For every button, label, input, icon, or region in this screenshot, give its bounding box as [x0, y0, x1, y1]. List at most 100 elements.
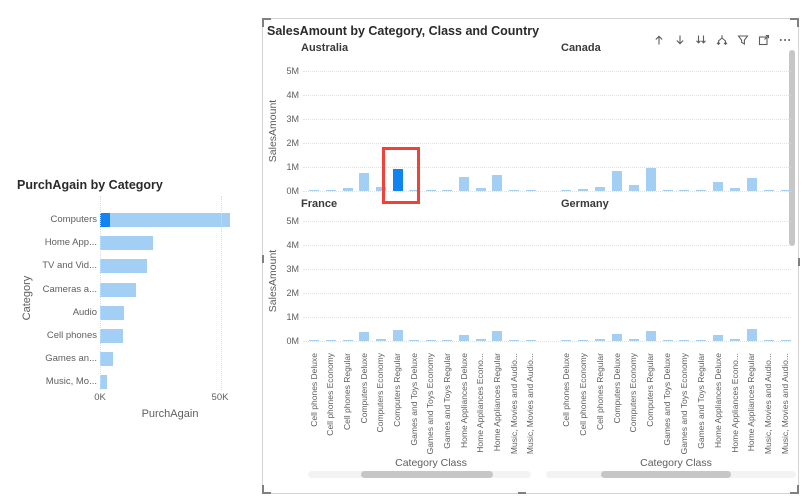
resize-handle-bottom-left[interactable]	[262, 485, 271, 494]
x-class-label: Home Appliances Econo...	[475, 353, 486, 453]
h-scrollbar-thumb-right[interactable]	[601, 471, 731, 478]
x-class-label: Games and Toys Economy	[425, 353, 436, 455]
expand-all-icon[interactable]	[715, 33, 729, 47]
bar-france-computers-deluxe[interactable]	[359, 332, 370, 341]
bar-music-mo-[interactable]	[100, 375, 108, 390]
x-class-label: Home Appliances Regular	[491, 353, 502, 452]
bar-australia-home-appliances-deluxe[interactable]	[459, 176, 470, 191]
bar-france-cell-phones-deluxe[interactable]	[309, 339, 320, 341]
bar-home-app-[interactable]	[100, 236, 154, 251]
bar-australia-music-movies-and-audio-[interactable]	[509, 189, 520, 191]
bar-germany-computers-economy[interactable]	[628, 339, 639, 341]
bar-france-cell-phones-regular[interactable]	[342, 339, 353, 341]
x-class-label: Music, Movies and Audio...	[780, 353, 791, 455]
bar-australia-games-and-toys-economy[interactable]	[425, 189, 436, 191]
bar-germany-home-appliances-regular[interactable]	[746, 329, 757, 341]
bar-australia-cell-phones-regular[interactable]	[342, 188, 353, 191]
x-class-label: Computers Regular	[392, 353, 403, 427]
category-label: Computers	[50, 214, 97, 225]
bar-france-cell-phones-economy[interactable]	[325, 339, 336, 341]
bar-france-games-and-toys-regular[interactable]	[442, 339, 453, 341]
bar-germany-home-appliances-deluxe[interactable]	[713, 335, 724, 341]
bar-france-games-and-toys-economy[interactable]	[425, 339, 436, 341]
bar-australia-games-and-toys-regular[interactable]	[442, 189, 453, 191]
resize-handle-top-left[interactable]	[262, 18, 271, 27]
h-scrollbar-track-right[interactable]	[546, 471, 796, 478]
bar-australia-computers-economy[interactable]	[375, 186, 386, 191]
bar-canada-cell-phones-regular[interactable]	[595, 187, 606, 191]
bar-tv-and-vid-[interactable]	[100, 259, 147, 274]
resize-handle-left[interactable]	[262, 255, 264, 263]
bar-australia-computers-deluxe[interactable]	[359, 172, 370, 191]
bar-germany-games-and-toys-regular[interactable]	[696, 339, 707, 341]
bar-germany-cell-phones-regular[interactable]	[595, 339, 606, 341]
filter-icon[interactable]	[736, 33, 750, 47]
purchagain-bar-chart-visual: PurchAgain by Category Computers Home App…	[0, 170, 252, 460]
bar-germany-computers-deluxe[interactable]	[612, 333, 622, 341]
resize-handle-right[interactable]	[798, 258, 800, 266]
bar-canada-music-movies-and-audio-[interactable]	[780, 189, 791, 191]
bar-games-an-[interactable]	[100, 352, 114, 367]
more-options-icon[interactable]	[778, 33, 792, 47]
go-to-next-level-icon[interactable]	[694, 33, 708, 47]
bar-germany-home-appliances-econo-[interactable]	[730, 338, 740, 341]
bar-canada-computers-regular[interactable]	[645, 167, 656, 191]
gridline-3M	[303, 119, 791, 120]
drill-up-icon[interactable]	[652, 33, 666, 47]
bar-germany-games-and-toys-economy[interactable]	[679, 339, 690, 341]
resize-handle-top-right[interactable]	[790, 18, 799, 27]
bar-australia-music-movies-and-audio-[interactable]	[525, 189, 536, 191]
bar-australia-home-appliances-regular[interactable]	[492, 175, 503, 191]
bar-canada-cell-phones-economy[interactable]	[578, 189, 589, 191]
bar-australia-cell-phones-economy[interactable]	[325, 189, 336, 191]
bar-france-computers-regular[interactable]	[392, 330, 403, 341]
focus-mode-icon[interactable]	[757, 33, 771, 47]
bar-germany-music-movies-and-audio-[interactable]	[780, 339, 791, 341]
x-tick-50k: 50K	[211, 392, 229, 403]
bar-france-home-appliances-regular[interactable]	[492, 330, 503, 341]
h-scrollbar-track-left[interactable]	[308, 471, 531, 478]
bar-cameras-a-[interactable]	[100, 282, 137, 297]
bar-canada-music-movies-and-audio-[interactable]	[763, 189, 774, 191]
resize-handle-bottom-right[interactable]	[790, 485, 799, 494]
bar-germany-computers-regular[interactable]	[645, 331, 656, 341]
x-class-label: Computers Economy	[375, 353, 386, 433]
bar-france-music-movies-and-audio-[interactable]	[509, 339, 520, 341]
bar-australia-cell-phones-deluxe[interactable]	[309, 189, 320, 191]
bar-canada-cell-phones-deluxe[interactable]	[561, 189, 572, 191]
bar-germany-cell-phones-deluxe[interactable]	[561, 339, 572, 341]
bar-france-games-and-toys-deluxe[interactable]	[409, 339, 420, 341]
resize-handle-bottom[interactable]	[518, 492, 526, 494]
x-class-label: Computers Economy	[628, 353, 639, 433]
bar-audio[interactable]	[100, 305, 125, 320]
bar-computers[interactable]	[100, 213, 231, 227]
category-label: Home App...	[44, 237, 97, 249]
bar-canada-home-appliances-econo-[interactable]	[730, 187, 740, 191]
gridline-0M	[303, 191, 791, 192]
bar-france-home-appliances-deluxe[interactable]	[459, 335, 470, 341]
bar-canada-computers-economy[interactable]	[628, 184, 639, 191]
bar-canada-home-appliances-regular[interactable]	[746, 177, 757, 191]
bar-france-home-appliances-econo-[interactable]	[475, 339, 486, 341]
bar-france-computers-economy[interactable]	[375, 339, 386, 341]
bar-cell-phones[interactable]	[100, 329, 123, 343]
drill-down-icon[interactable]	[673, 33, 687, 47]
bar-germany-music-movies-and-audio-[interactable]	[763, 339, 774, 341]
visual-toolbar	[652, 33, 792, 47]
x-class-label: Music, Movies and Audio...	[508, 353, 519, 455]
bar-canada-computers-deluxe[interactable]	[612, 170, 622, 191]
bar-australia-computers-regular[interactable]	[392, 168, 403, 191]
x-class-label: Cell phones Economy	[577, 353, 588, 436]
bar-australia-home-appliances-econo-[interactable]	[475, 188, 486, 191]
h-scrollbar-thumb-left[interactable]	[361, 471, 493, 478]
bar-canada-games-and-toys-regular[interactable]	[696, 189, 707, 191]
bar-france-music-movies-and-audio-[interactable]	[525, 339, 536, 341]
bar-canada-home-appliances-deluxe[interactable]	[713, 181, 724, 191]
bar-canada-games-and-toys-economy[interactable]	[679, 189, 690, 191]
bar-australia-games-and-toys-deluxe[interactable]	[409, 189, 420, 191]
v-scrollbar-thumb[interactable]	[789, 50, 795, 246]
bar-canada-games-and-toys-deluxe[interactable]	[662, 189, 673, 191]
bar-germany-games-and-toys-deluxe[interactable]	[662, 339, 673, 341]
salesamount-small-multiples-visual[interactable]: SalesAmount by Category, Class and Count…	[262, 18, 800, 494]
bar-germany-cell-phones-economy[interactable]	[578, 339, 589, 341]
